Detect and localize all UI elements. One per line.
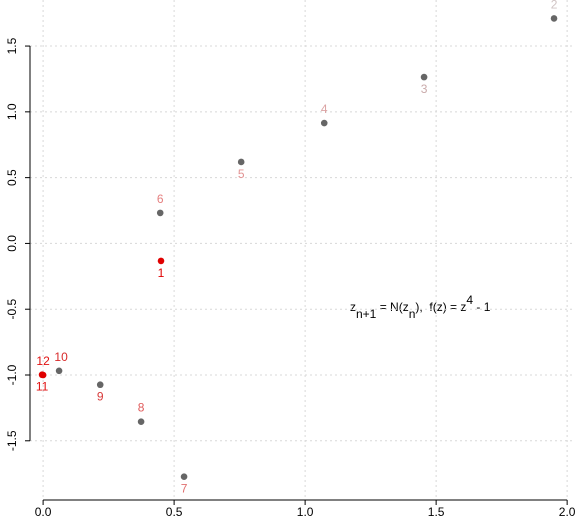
point: [157, 257, 165, 265]
y-tick-label: 0.5: [5, 169, 19, 186]
point-label: 9: [97, 390, 104, 404]
x-tick-label: 1.5: [428, 505, 445, 519]
point-label: 10: [54, 350, 68, 364]
x-tick-label: 0.5: [166, 505, 183, 519]
point-label: 3: [421, 82, 428, 96]
y-tick-label: -1.5: [5, 430, 19, 451]
point-label: 12: [36, 354, 50, 368]
point: [180, 473, 188, 481]
point: [320, 119, 328, 127]
y-tick-label: -1.0: [5, 364, 19, 385]
point: [550, 15, 558, 22]
point: [420, 73, 428, 81]
y-tick-label: 0.0: [5, 235, 19, 252]
annotation-part: = N(z: [376, 300, 408, 314]
y-tick-label: 1.0: [5, 103, 19, 120]
x-tick-label: 1.0: [297, 505, 314, 519]
annotation-part: n+1: [356, 307, 377, 321]
x-tick-label: 2.0: [559, 505, 575, 519]
y-tick-label: -0.5: [5, 299, 19, 320]
point-label: 7: [181, 482, 188, 496]
x-tick-label: 0.0: [35, 505, 52, 519]
point-label: 5: [238, 167, 245, 181]
point-label: 11: [36, 380, 49, 394]
annotation: zn+1 = N(zn), f(z) = z4 - 1: [350, 293, 491, 321]
point: [137, 418, 145, 426]
annotation-part: 4: [466, 293, 473, 307]
annotation-part: ), f(z) = z: [415, 300, 466, 314]
point-label: 2: [551, 0, 558, 11]
point: [55, 367, 63, 375]
annotation-part: n: [409, 307, 416, 321]
point-label: 8: [138, 401, 145, 415]
point: [237, 158, 245, 166]
annotation-part: z: [350, 300, 356, 314]
y-tick-label: 1.5: [5, 37, 19, 54]
point: [96, 381, 104, 389]
point: [39, 371, 47, 379]
point-label: 6: [157, 192, 164, 206]
point-label: 1: [158, 266, 165, 280]
point: [156, 209, 164, 217]
annotation-part: - 1: [473, 300, 491, 314]
point-label: 4: [321, 102, 328, 116]
